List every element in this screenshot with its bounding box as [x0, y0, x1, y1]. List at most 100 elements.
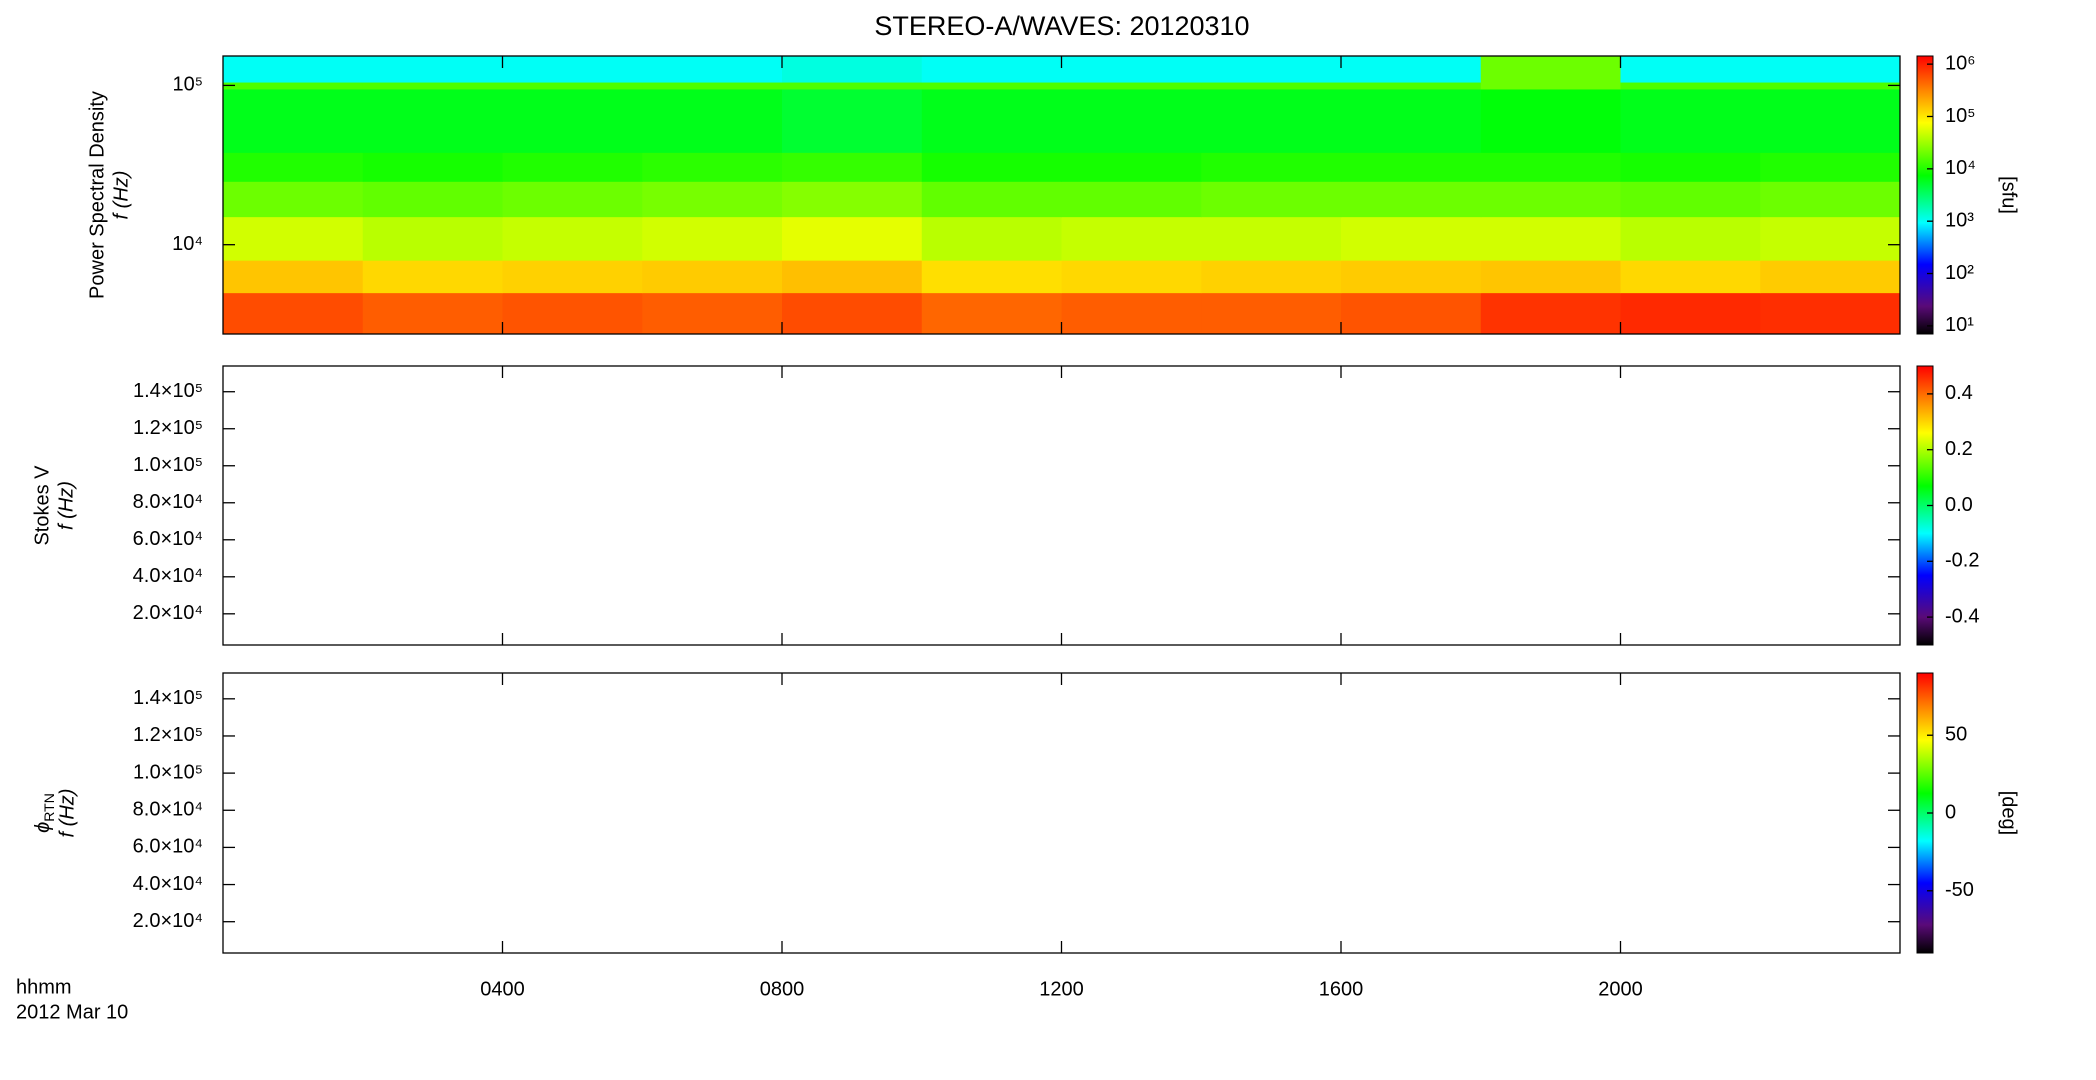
colorbar-tick-label: -0.4 — [1945, 605, 1979, 627]
heatmap-cell — [782, 292, 923, 335]
heatmap-cell — [1201, 260, 1342, 294]
plot-frame — [222, 672, 1901, 954]
heatmap-cell — [1480, 292, 1621, 335]
heatmap-cell — [642, 152, 783, 182]
heatmap-cell — [921, 216, 1062, 261]
heatmap-cell — [1061, 88, 1202, 153]
heatmap-cell — [1620, 216, 1761, 261]
heatmap-cell — [921, 292, 1062, 335]
heatmap-cell — [1620, 181, 1761, 218]
heatmap-cell — [1201, 216, 1342, 261]
heatmap-cell — [921, 152, 1062, 182]
y-tick-label: 2.0×10⁴ — [133, 602, 203, 624]
heatmap-cell — [1061, 260, 1202, 294]
colorbar-tick-label: -50 — [1945, 879, 1974, 901]
heatmap-cell — [642, 56, 783, 83]
heatmap-cell — [921, 260, 1062, 294]
heatmap-cell — [502, 260, 643, 294]
heatmap-cell — [502, 181, 643, 218]
x-tick-label: 0400 — [480, 978, 525, 1000]
heatmap-cell — [1341, 260, 1482, 294]
y-tick-label: 1.4×10⁵ — [133, 687, 203, 709]
heatmap-cell — [1480, 216, 1621, 261]
heatmap-cell — [1480, 88, 1621, 153]
heatmap-cell — [642, 260, 783, 294]
heatmap-cell — [362, 216, 503, 261]
heatmap-cell — [782, 152, 923, 182]
heatmap-cell — [1620, 82, 1761, 90]
heatmap-cell — [642, 88, 783, 153]
heatmap-cell — [1480, 181, 1621, 218]
heatmap-cell — [1341, 292, 1482, 335]
heatmap-cell — [223, 56, 364, 83]
heatmap-cell — [1061, 216, 1202, 261]
heatmap-cell — [1620, 88, 1761, 153]
x-tick-label: 0800 — [760, 978, 805, 1000]
heatmap-cell — [1061, 181, 1202, 218]
heatmap-cell — [782, 56, 923, 83]
x-tick-label: 2000 — [1598, 978, 1643, 1000]
heatmap-cell — [1201, 88, 1342, 153]
heatmap-cell — [921, 56, 1062, 83]
heatmap-cell — [362, 181, 503, 218]
heatmap-cell — [1201, 181, 1342, 218]
heatmap-cell — [921, 181, 1062, 218]
y-axis-label: ϕRTN — [32, 793, 56, 833]
colorbar-label: [deg] — [1998, 791, 2020, 835]
heatmap-cell — [642, 181, 783, 218]
heatmap-cell — [782, 216, 923, 261]
y-axis-label: f (Hz) — [56, 789, 78, 838]
heatmap-cell — [1760, 152, 1901, 182]
heatmap-cell — [1061, 56, 1202, 83]
heatmap-cell — [502, 56, 643, 83]
y-axis-label: Power Spectral Density — [86, 91, 108, 299]
heatmap-cell — [223, 82, 364, 90]
y-tick-label: 4.0×10⁴ — [133, 565, 203, 587]
heatmap-cell — [223, 152, 364, 182]
y-tick-label: 10⁴ — [172, 233, 203, 255]
x-tick-label: 1200 — [1039, 978, 1084, 1000]
heatmap-cell — [1760, 181, 1901, 218]
heatmap-cell — [1620, 152, 1761, 182]
heatmap-cell — [502, 216, 643, 261]
heatmap-cell — [362, 152, 503, 182]
y-tick-label: 8.0×10⁴ — [133, 491, 203, 513]
heatmap-cell — [782, 88, 923, 153]
heatmap-cell — [223, 260, 364, 294]
heatmap-cell — [1480, 152, 1621, 182]
y-tick-label: 1.2×10⁵ — [133, 724, 203, 746]
heatmap-cell — [1480, 82, 1621, 90]
heatmap-cell — [1760, 292, 1901, 335]
plot-frame — [222, 365, 1901, 646]
y-tick-label: 8.0×10⁴ — [133, 799, 203, 821]
chart-title: STEREO-A/WAVES: 20120310 — [874, 11, 1249, 41]
heatmap-cell — [1201, 152, 1342, 182]
heatmap-cell — [223, 292, 364, 335]
heatmap-cell — [362, 56, 503, 83]
heatmap-cell — [362, 260, 503, 294]
heatmap-cell — [1760, 56, 1901, 83]
colorbar-tick-label: 0.2 — [1945, 438, 1973, 460]
heatmap-cell — [502, 82, 643, 90]
heatmap-cell — [1341, 56, 1482, 83]
heatmap-cell — [1341, 88, 1482, 153]
y-tick-label: 6.0×10⁴ — [133, 528, 203, 550]
x-tick-label: 1600 — [1319, 978, 1364, 1000]
y-tick-label: 6.0×10⁴ — [133, 836, 203, 858]
y-tick-label: 4.0×10⁴ — [133, 873, 203, 895]
y-tick-label: 1.4×10⁵ — [133, 380, 203, 402]
y-axis-label: Stokes V — [31, 465, 53, 546]
y-tick-label: 1.0×10⁵ — [133, 454, 203, 476]
colorbar-tick-label: 10² — [1945, 262, 1974, 284]
heatmap-cell — [1480, 260, 1621, 294]
heatmap-cell — [921, 88, 1062, 153]
heatmap-cell — [642, 292, 783, 335]
heatmap-cell — [1620, 292, 1761, 335]
label-symbol: ϕ — [32, 822, 54, 833]
heatmap-cell — [502, 88, 643, 153]
heatmap-cell — [1480, 56, 1621, 83]
colorbar-tick-label: 10⁴ — [1945, 157, 1976, 179]
heatmap-cell — [223, 216, 364, 261]
heatmap-cell — [1760, 82, 1901, 90]
heatmap-cell — [1620, 56, 1761, 83]
